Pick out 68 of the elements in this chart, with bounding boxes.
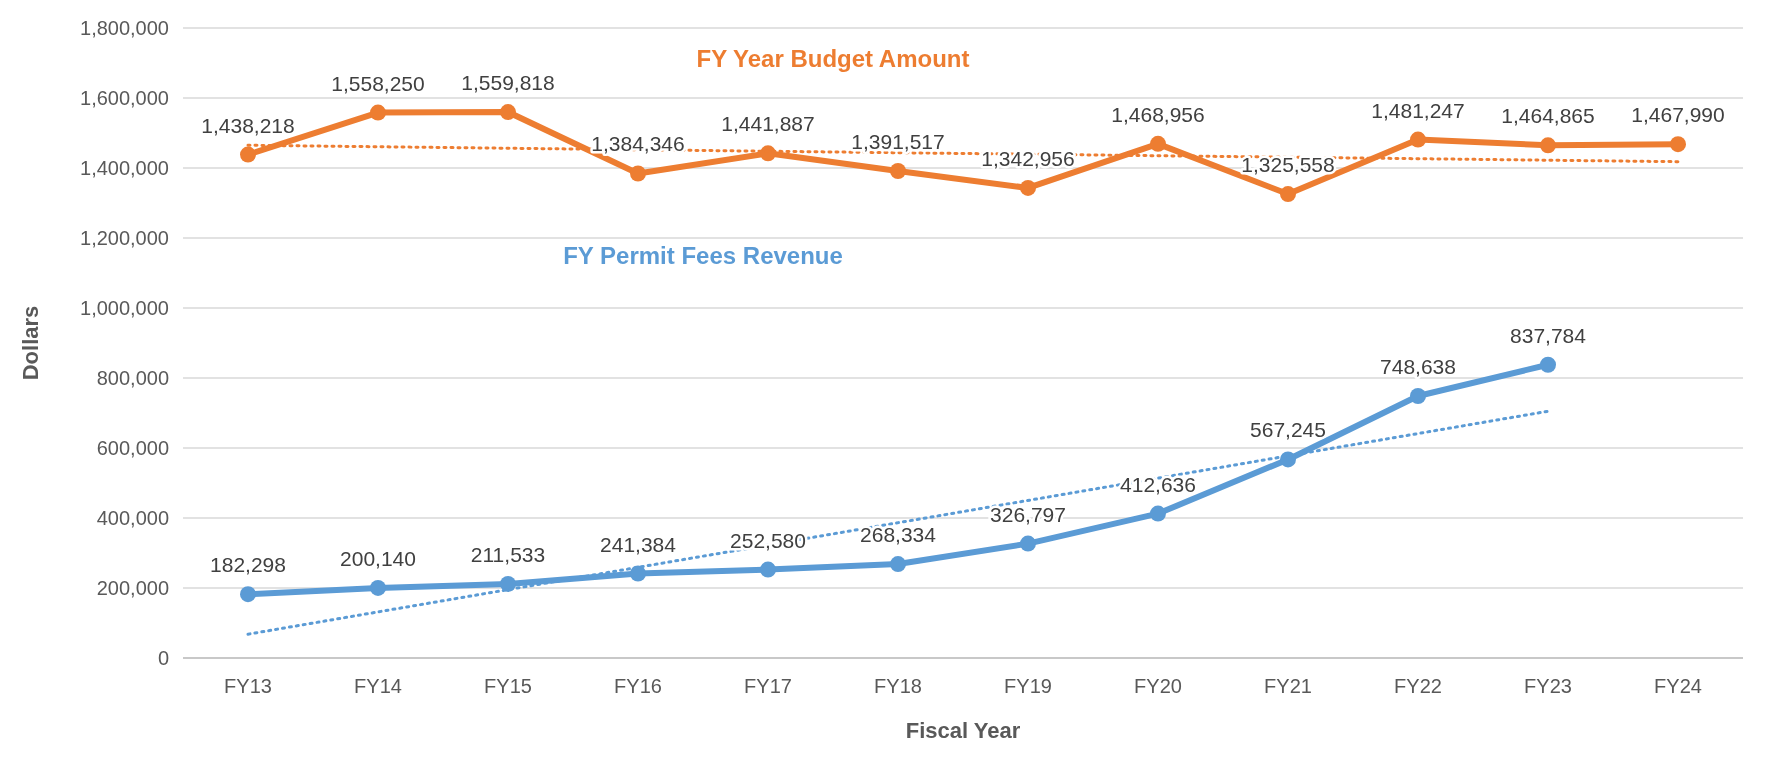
x-tick-label: FY17 [744,675,792,697]
point [240,586,256,603]
x-tick-label: FY18 [874,675,922,697]
point [1150,505,1166,522]
y-axis-title: Dollars [18,305,43,381]
point [1410,131,1426,148]
data-label: 837,784 [1510,323,1587,347]
data-label: 268,334 [860,523,937,547]
point [1020,179,1036,196]
x-tick-label: FY21 [1264,675,1312,697]
x-tick-label: FY22 [1394,675,1442,697]
y-tick-label: 1,200,000 [80,227,169,249]
text: FY Permit Fees Revenue [563,242,843,270]
point [1410,387,1426,404]
point [1280,186,1296,203]
data-label: 1,558,250 [331,71,425,95]
x-tick-label: FY20 [1134,675,1182,697]
y-tick-label: 600,000 [96,437,169,459]
data-label: 412,636 [1120,472,1196,496]
point [500,104,516,121]
x-tick-label: FY19 [1004,675,1052,697]
data-label: 211,533 [470,542,546,566]
data-label: 326,797 [990,502,1066,526]
point [760,561,776,578]
y-tick-label: 1,600,000 [80,87,169,109]
data-label: 1,441,887 [721,112,815,136]
x-tick-label: FY24 [1654,675,1702,697]
y-tick-label: 1,400,000 [80,157,169,179]
y-tick-label: 400,000 [96,507,169,529]
point [1020,535,1036,552]
data-label: 1,342,956 [981,146,1075,170]
y-tick-label: 800,000 [96,367,169,389]
point [630,165,646,182]
data-label: 1,391,517 [851,129,945,153]
point [370,579,386,596]
x-tick-label: FY14 [354,675,402,697]
data-label: 1,438,218 [201,113,295,137]
point [1540,137,1556,154]
point [890,556,906,573]
point [890,162,906,179]
point [1150,135,1166,152]
data-label: 1,464,865 [1501,104,1595,128]
data-label: 241,384 [600,532,677,556]
data-label: 1,467,990 [1631,103,1725,127]
text: FY Year Budget Amount [696,45,970,73]
data-label: 1,559,818 [461,71,555,95]
x-tick-label: FY23 [1524,675,1572,697]
x-tick-label: FY16 [614,675,662,697]
data-label: 1,481,247 [1371,98,1465,122]
x-tick-label: FY13 [224,675,272,697]
data-label: 200,140 [340,546,416,570]
data-label: 567,245 [1250,418,1326,442]
y-tick-label: 0 [157,647,169,669]
x-tick-label: FY15 [484,675,532,697]
y-tick-label: 1,800,000 [80,17,169,39]
data-label: 1,384,346 [591,132,685,156]
point [240,146,256,163]
data-label: 182,298 [210,553,286,577]
data-label: 1,468,956 [1111,102,1205,126]
data-label: 252,580 [730,528,806,552]
point [1540,356,1556,373]
x-axis-title: Fiscal Year [905,718,1021,743]
y-tick-label: 200,000 [96,577,169,599]
y-tick-label: 1,000,000 [80,297,169,319]
point [1670,136,1686,153]
data-label: 748,638 [1380,354,1456,378]
data-label: 1,325,558 [1241,153,1335,177]
point [370,104,386,121]
